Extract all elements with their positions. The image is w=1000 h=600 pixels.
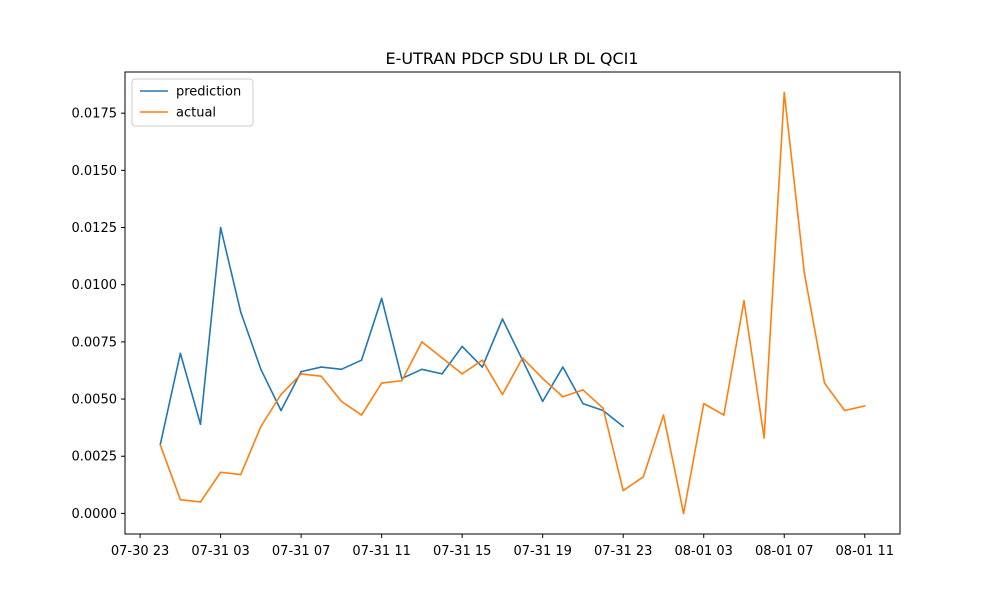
- y-tick-label: 0.0150: [72, 164, 118, 179]
- data-point-actual: [159, 444, 162, 446]
- data-point-actual: [320, 375, 323, 377]
- x-tick-label: 07-30 23: [111, 544, 169, 559]
- x-tick-label: 08-01 07: [755, 544, 813, 559]
- data-point-actual: [803, 272, 806, 275]
- data-point-actual: [541, 377, 544, 380]
- data-point-actual: [521, 357, 524, 359]
- data-point-prediction: [179, 352, 182, 355]
- data-point-prediction: [562, 366, 564, 368]
- x-tick-label: 07-31 07: [272, 544, 330, 559]
- data-point-actual: [300, 373, 302, 375]
- data-point-actual: [360, 414, 363, 416]
- legend-label-prediction: prediction: [176, 85, 241, 100]
- x-tick-label: 07-31 03: [191, 544, 249, 559]
- data-point-prediction: [622, 425, 625, 428]
- data-point-actual: [501, 393, 504, 396]
- data-point-prediction: [380, 297, 383, 300]
- axes-frame: [124, 71, 901, 535]
- x-tick-label: 07-31 15: [433, 544, 491, 559]
- x-tick-label: 07-31 19: [513, 544, 571, 559]
- plot-area: 0.0000 0.0025 0.0050 0.0075 0.0100 0.0125 0.01…: [72, 71, 901, 559]
- data-point-prediction: [199, 423, 202, 426]
- data-point-actual: [280, 393, 282, 396]
- data-point-prediction: [582, 402, 584, 405]
- y-tick-label: 0.0100: [72, 278, 118, 293]
- data-point-prediction: [421, 368, 423, 371]
- data-point-prediction: [501, 318, 504, 320]
- data-point-actual: [723, 414, 725, 416]
- data-point-actual: [562, 395, 564, 398]
- data-point-actual: [642, 476, 645, 478]
- data-point-actual: [461, 373, 463, 375]
- data-point-actual: [863, 405, 866, 407]
- data-point-prediction: [461, 345, 463, 348]
- data-point-actual: [763, 437, 765, 439]
- series-line-actual: [159, 91, 865, 515]
- data-point-actual: [743, 299, 745, 302]
- data-point-actual: [340, 400, 343, 403]
- legend-label-actual: actual: [176, 106, 216, 121]
- data-point-actual: [602, 407, 604, 410]
- data-point-actual: [783, 91, 786, 94]
- x-tick-label: 07-31 11: [352, 544, 410, 559]
- data-point-prediction: [481, 366, 484, 368]
- x-tick-label: 08-01 03: [675, 544, 733, 559]
- data-point-actual: [380, 382, 383, 384]
- data-point-actual: [662, 414, 665, 416]
- data-point-actual: [702, 402, 705, 405]
- data-point-actual: [179, 498, 182, 501]
- y-tick-label: 0.0075: [72, 335, 118, 350]
- y-tick-label: 0.0025: [72, 450, 118, 465]
- data-point-prediction: [300, 370, 302, 373]
- data-point-prediction: [320, 366, 323, 368]
- y-tick-label: 0.0125: [72, 221, 118, 236]
- data-point-actual: [260, 425, 262, 428]
- data-point-prediction: [239, 311, 242, 313]
- chart-title: E-UTRAN PDCP SDU LR DL QCI1: [385, 49, 638, 68]
- data-point-actual: [199, 501, 202, 503]
- data-point-actual: [441, 357, 443, 359]
- data-point-prediction: [219, 226, 222, 229]
- data-point-prediction: [280, 409, 282, 412]
- data-point-actual: [622, 489, 625, 492]
- data-point-prediction: [441, 373, 443, 375]
- data-point-prediction: [260, 368, 262, 371]
- data-point-actual: [481, 359, 484, 361]
- data-point-prediction: [340, 368, 343, 371]
- data-point-actual: [400, 379, 403, 382]
- x-tick-label: 08-01 11: [836, 544, 894, 559]
- y-tick-label: 0.0000: [72, 507, 118, 522]
- y-tick-label: 0.0050: [72, 393, 118, 408]
- data-point-actual: [823, 382, 826, 384]
- data-point-prediction: [360, 359, 363, 361]
- data-point-actual: [421, 341, 423, 343]
- x-tick-label: 07-31 23: [594, 544, 652, 559]
- data-point-actual: [843, 409, 846, 412]
- y-tick-label: 0.0175: [72, 107, 118, 122]
- data-point-actual: [239, 473, 242, 476]
- series-line-prediction: [159, 226, 624, 445]
- data-point-prediction: [541, 400, 544, 403]
- data-point-actual: [682, 512, 685, 515]
- data-point-actual: [582, 389, 584, 391]
- data-point-actual: [219, 471, 222, 474]
